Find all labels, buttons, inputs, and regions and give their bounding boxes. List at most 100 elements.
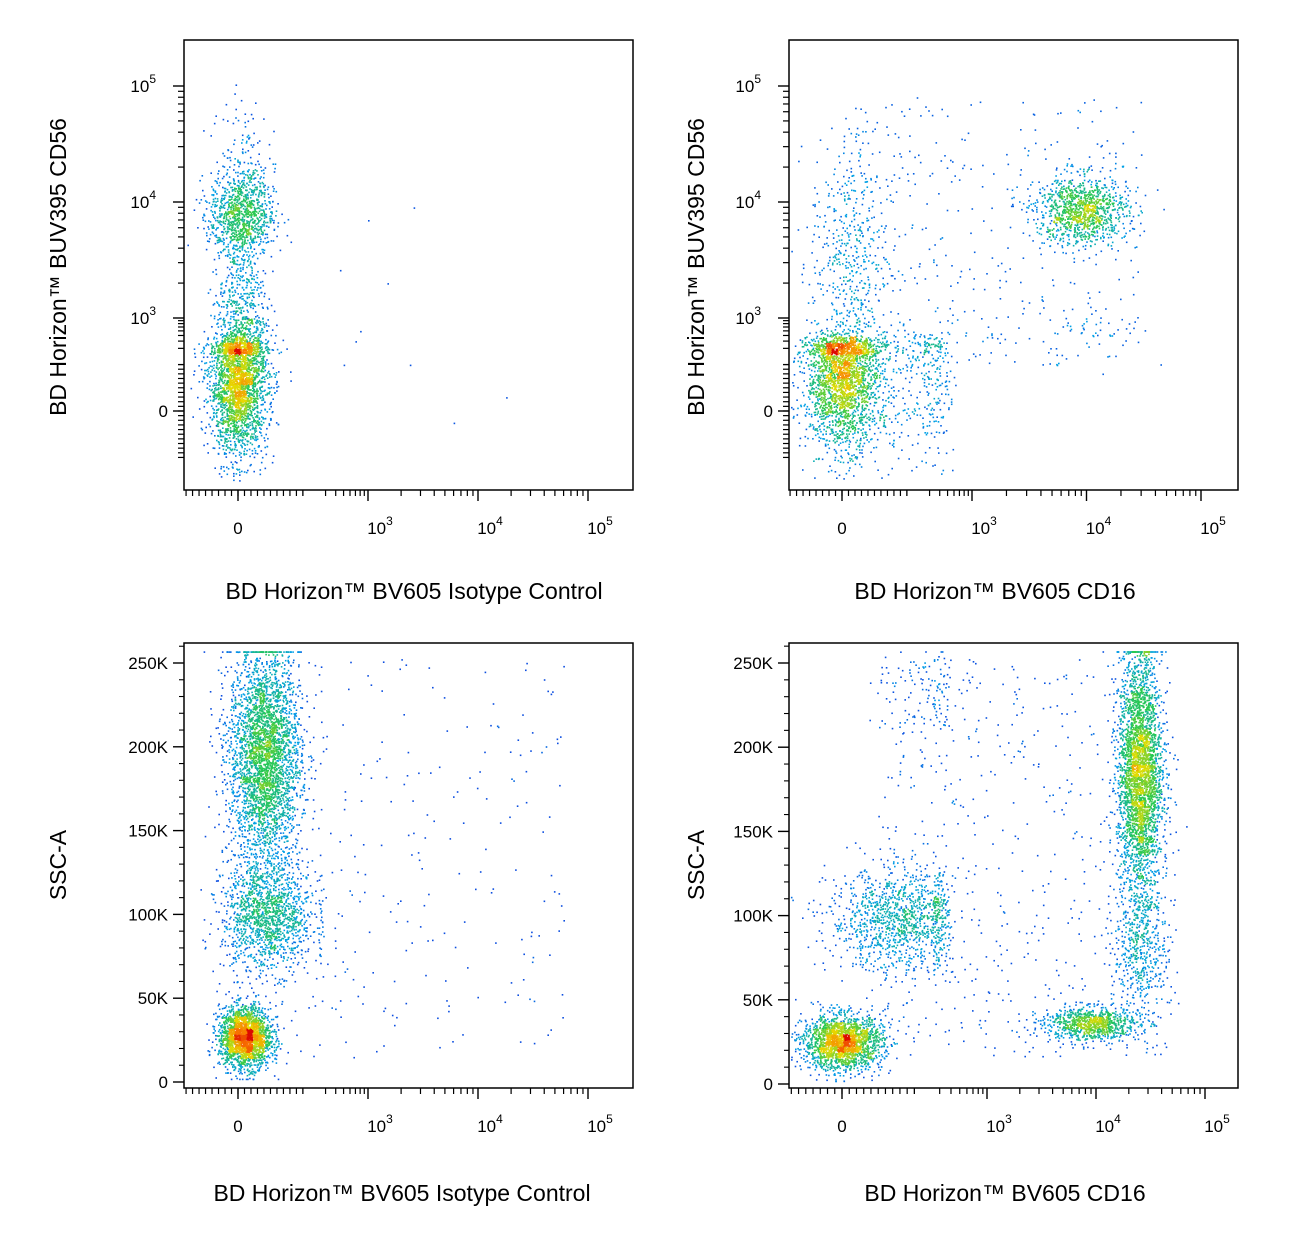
event-dot — [273, 373, 275, 375]
event-dot — [216, 364, 218, 367]
event-dot — [230, 331, 232, 333]
event-dot — [260, 364, 262, 366]
event-dot — [247, 423, 250, 425]
event-dot — [219, 385, 222, 387]
event-dot — [236, 407, 239, 409]
event-dot — [239, 404, 242, 407]
event-dot — [267, 341, 269, 344]
event-dot — [256, 199, 259, 202]
event-dot — [824, 393, 827, 396]
event-dot — [247, 363, 249, 365]
event-dot — [266, 306, 269, 309]
event-dot — [241, 440, 243, 442]
event-dot — [219, 238, 222, 240]
event-dot — [225, 375, 227, 377]
event-dot — [226, 438, 228, 440]
event-dot — [259, 243, 261, 245]
event-dot — [233, 417, 236, 420]
event-dot — [229, 380, 231, 383]
event-dot — [202, 356, 205, 359]
event-dot — [871, 392, 874, 394]
event-dot — [247, 415, 250, 418]
event-dot — [232, 221, 235, 223]
event-dot — [231, 430, 233, 433]
event-dot — [245, 210, 248, 212]
event-dot — [244, 375, 247, 377]
event-dot — [239, 366, 241, 368]
event-dot — [256, 388, 258, 390]
event-dot — [218, 362, 221, 364]
event-dot — [235, 213, 238, 215]
event-dot — [254, 426, 257, 429]
event-dot — [255, 358, 258, 360]
event-dot — [230, 237, 232, 240]
event-dot — [257, 174, 259, 176]
event-dot — [233, 472, 235, 475]
event-dot — [217, 227, 219, 229]
event-dot — [225, 453, 227, 455]
event-dot — [238, 307, 241, 310]
event-dot — [854, 394, 857, 397]
event-dot — [241, 142, 243, 144]
event-dot — [237, 377, 240, 379]
event-dot — [226, 444, 228, 446]
event-dot — [275, 374, 277, 376]
event-dot — [241, 239, 244, 241]
event-dot — [255, 439, 258, 442]
event-dot — [227, 328, 230, 330]
event-dot — [228, 291, 231, 293]
event-dot — [235, 473, 238, 475]
event-dot — [840, 378, 843, 381]
event-dot — [202, 346, 205, 349]
event-dot — [240, 186, 243, 188]
event-dot — [233, 294, 235, 296]
event-dot — [245, 197, 248, 199]
event-dot — [234, 195, 237, 198]
event-dot — [229, 261, 232, 263]
event-dot — [234, 277, 236, 279]
event-dot — [229, 359, 232, 361]
event-dot — [254, 413, 256, 415]
event-dot — [255, 425, 257, 427]
event-dot — [239, 263, 242, 266]
event-dot — [221, 339, 223, 342]
event-dot — [257, 372, 260, 375]
event-dot — [228, 338, 230, 340]
y-tick-label: 0 — [159, 402, 168, 421]
event-dot — [233, 236, 236, 239]
event-dot — [239, 342, 241, 345]
event-dot — [260, 213, 262, 215]
event-dot — [229, 369, 231, 371]
event-dot — [256, 349, 259, 351]
event-dot — [821, 352, 824, 355]
event-dot — [282, 339, 285, 342]
event-dot — [218, 304, 220, 306]
event-dot — [241, 414, 243, 416]
event-dot — [260, 358, 263, 360]
event-dot — [240, 399, 243, 401]
event-dot — [260, 230, 263, 233]
event-dot — [247, 232, 249, 235]
event-dot — [235, 311, 237, 314]
event-dot — [239, 212, 241, 215]
event-dot — [233, 346, 235, 348]
event-dot — [252, 173, 254, 176]
event-dot — [219, 215, 222, 218]
event-dot — [236, 430, 239, 432]
event-dot — [241, 368, 243, 371]
event-dot — [228, 366, 231, 369]
event-dot — [227, 350, 229, 353]
event-dot — [212, 214, 214, 217]
event-dot — [250, 353, 252, 356]
event-dot — [240, 361, 242, 363]
event-dot — [222, 348, 225, 351]
event-dot — [221, 367, 223, 370]
event-dot — [223, 352, 226, 355]
event-dot — [237, 369, 239, 371]
event-dot — [205, 232, 208, 234]
event-dot — [264, 394, 267, 396]
event-dot — [240, 228, 243, 231]
event-dot — [269, 374, 271, 376]
event-dot — [234, 448, 236, 451]
event-dot — [235, 248, 237, 251]
